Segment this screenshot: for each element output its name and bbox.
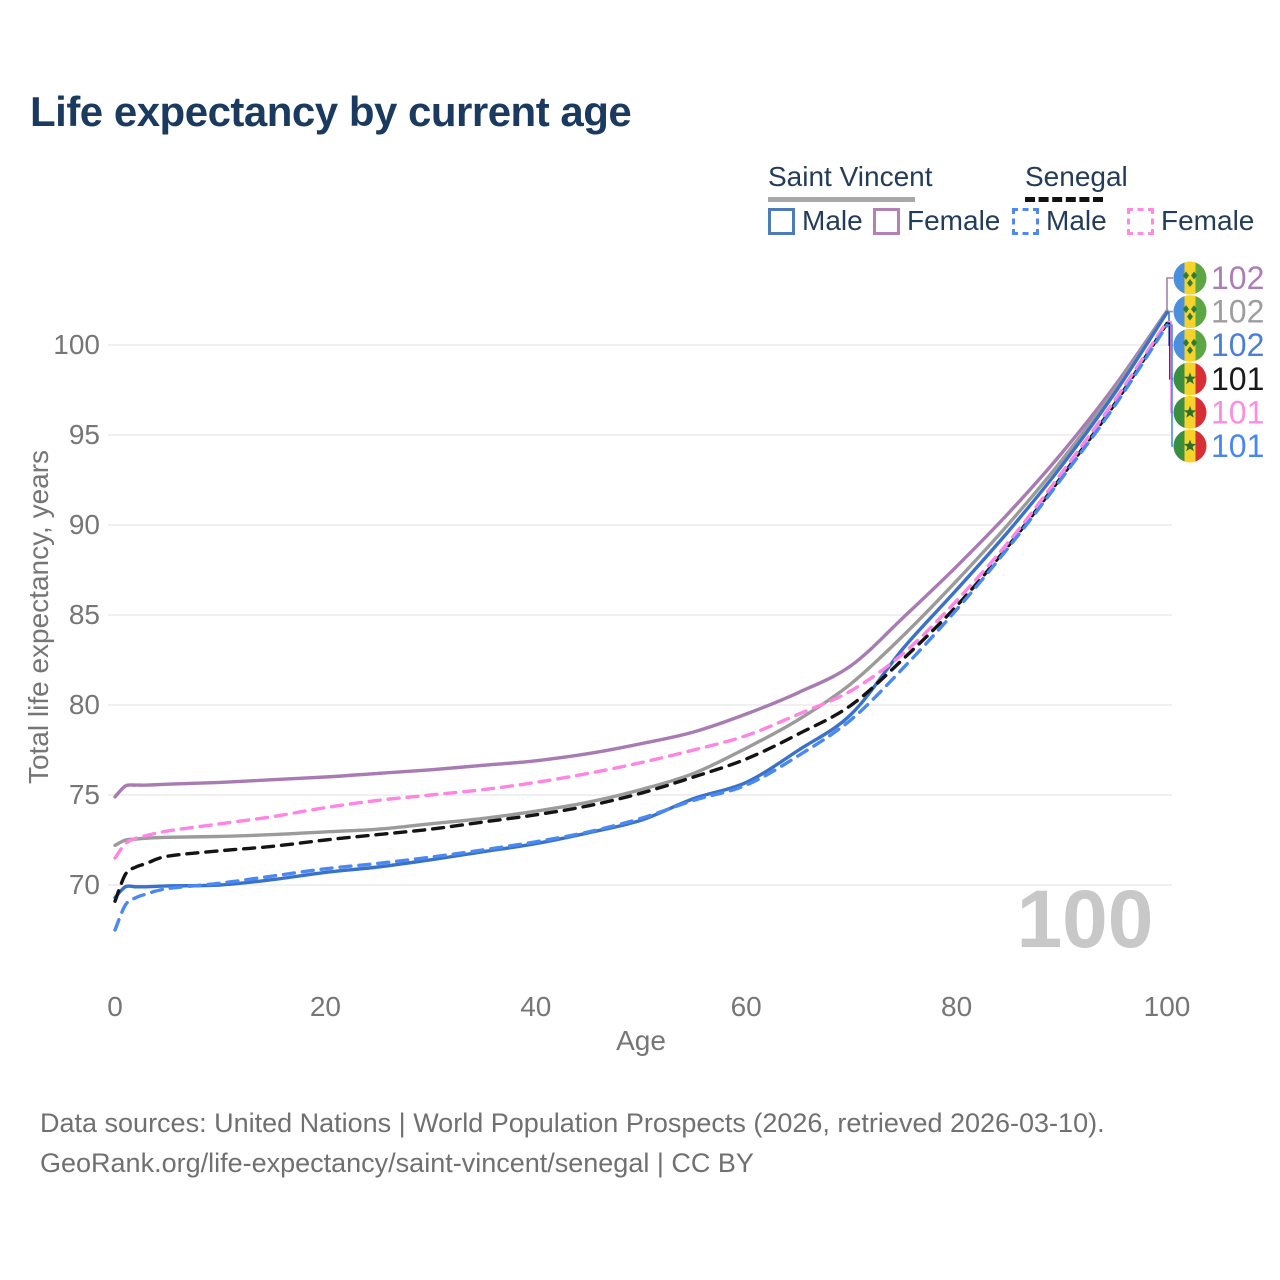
series-end-value-label: 102	[1211, 294, 1264, 330]
saint-vincent-flag-icon	[1173, 295, 1207, 329]
attribution-text: GeoRank.org/life-expectancy/saint-vincen…	[40, 1148, 754, 1178]
saint-vincent-flag-icon	[1173, 261, 1207, 295]
legend-item-senegal-male[interactable]: Male	[1012, 205, 1107, 237]
x-axis-tick-label: 60	[731, 991, 762, 1022]
legend-item-label: Male	[1046, 205, 1107, 236]
senegal-dashed-line-swatch	[1025, 197, 1103, 207]
senegal-flag-icon	[1173, 362, 1207, 396]
saint-vincent-solid-line-swatch	[768, 197, 915, 202]
series-line-saint-vincent-male[interactable]	[113, 310, 1169, 900]
y-axis-title: Total life expectancy, years	[23, 450, 54, 784]
y-axis-tick-label: 95	[69, 419, 100, 450]
legend-item-label: Female	[1161, 205, 1255, 236]
data-sources-text: Data sources: United Nations | World Pop…	[40, 1108, 1105, 1138]
x-axis-tick-label: 100	[1144, 991, 1191, 1022]
x-axis-tick-label: 80	[941, 991, 972, 1022]
x-axis-tick-label: 20	[310, 991, 341, 1022]
saint-vincent-flag-icon	[1173, 328, 1207, 362]
senegal-flag-icon	[1173, 395, 1207, 429]
senegal-male-swatch-icon	[1012, 207, 1039, 235]
x-axis-tick-label: 40	[520, 991, 551, 1022]
end-label-leader-line	[1167, 324, 1173, 447]
legend-item-senegal-female[interactable]: Female	[1127, 205, 1254, 237]
saint-vincent-male-swatch-icon	[768, 207, 795, 235]
y-axis-tick-label: 75	[69, 779, 100, 810]
y-axis-tick-label: 100	[53, 329, 100, 360]
legend-item-saint-vincent-male[interactable]: Male	[768, 205, 863, 237]
series-line-saint-vincent-female[interactable]	[113, 309, 1169, 799]
senegal-female-swatch-icon	[1127, 207, 1154, 235]
y-axis-tick-label: 90	[69, 509, 100, 540]
series-end-value-label: 102	[1211, 260, 1264, 296]
series-end-value-label: 101	[1211, 428, 1264, 464]
series-line-senegal-male[interactable]	[113, 323, 1169, 932]
series-end-value-label: 101	[1211, 361, 1264, 397]
legend-group-senegal: Senegal	[1025, 161, 1128, 207]
y-axis-tick-label: 80	[69, 689, 100, 720]
legend-group-saint-vincent: Saint Vincent	[768, 161, 933, 202]
series-line-senegal-female[interactable]	[113, 319, 1169, 860]
senegal-flag-icon	[1173, 429, 1207, 463]
series-end-value-label: 101	[1211, 394, 1264, 430]
series-line-saint-vincent-total[interactable]	[113, 310, 1169, 848]
hover-age-watermark: 100	[1017, 874, 1154, 965]
saint-vincent-female-swatch-icon	[873, 207, 900, 235]
legend-item-label: Male	[802, 205, 863, 236]
series-line-senegal-total[interactable]	[113, 321, 1169, 903]
x-axis-title: Age	[616, 1025, 666, 1056]
legend-group-senegal-label: Senegal	[1025, 161, 1128, 192]
legend-group-saint-vincent-label: Saint Vincent	[768, 161, 933, 192]
y-axis-tick-label: 85	[69, 599, 100, 630]
page-title: Life expectancy by current age	[30, 88, 632, 135]
x-axis-tick-label: 0	[107, 991, 123, 1022]
y-axis-tick-label: 70	[69, 869, 100, 900]
legend-item-saint-vincent-female[interactable]: Female	[873, 205, 1000, 237]
legend-item-label: Female	[907, 205, 1001, 236]
series-end-value-label: 102	[1211, 327, 1264, 363]
end-label-leader-line	[1166, 277, 1173, 311]
